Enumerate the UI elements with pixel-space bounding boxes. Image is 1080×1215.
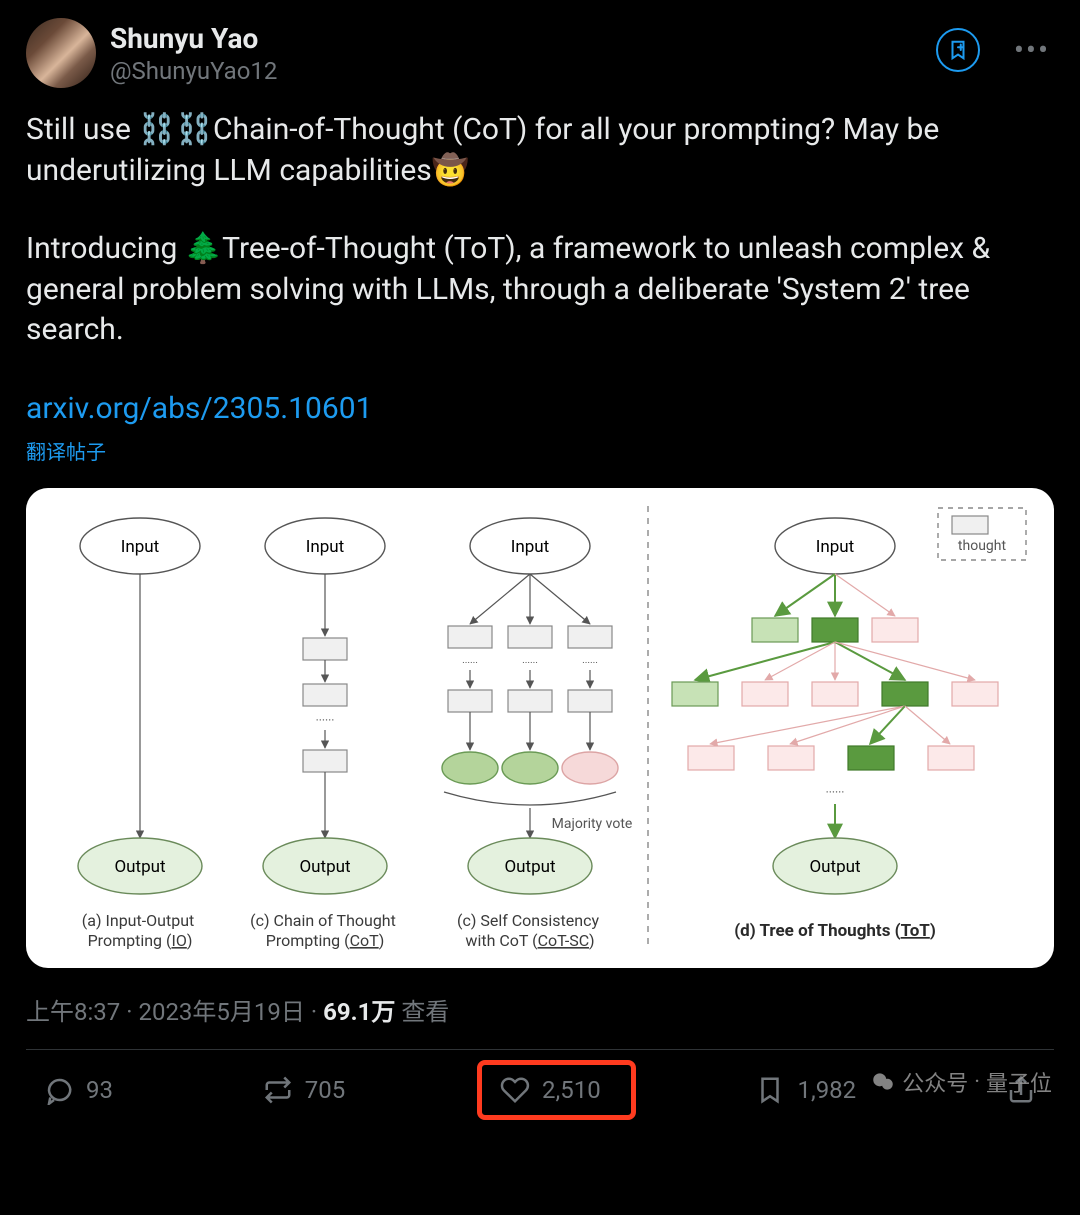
svg-text:(c) Chain of Thought: (c) Chain of Thought Prompting (CoT) xyxy=(250,911,400,950)
svg-text:Input: Input xyxy=(816,537,855,557)
like-button[interactable]: 2,510 xyxy=(477,1060,636,1120)
panel-b: Input ······ Output (c) Chain of Thought… xyxy=(250,518,400,950)
bookmark-button[interactable]: 1,982 xyxy=(755,1075,856,1105)
tweet-time[interactable]: 上午8:37 xyxy=(26,998,120,1026)
svg-text:Input: Input xyxy=(121,537,160,557)
tweet-para-2: Introducing 🌲Tree-of-Thought (ToT), a fr… xyxy=(26,229,1054,351)
reply-count: 93 xyxy=(86,1076,113,1104)
svg-text:(c) Self Consistency: (c) Self Consistency with CoT (CoT-SC) xyxy=(457,911,603,950)
tweet-date[interactable]: 2023年5月19日 xyxy=(138,998,304,1026)
tweet-meta: 上午8:37 · 2023年5月19日 · 69.1万 查看 xyxy=(26,992,1054,1027)
bookmark-add-icon xyxy=(947,39,969,61)
diagram-svg: thought Input Output (a) Input-Output Pr… xyxy=(26,488,1054,968)
svg-text:······: ······ xyxy=(462,658,478,669)
tweet-container: Shunyu Yao @ShunyuYao12 ••• Still use ⛓️… xyxy=(0,0,1080,1128)
more-button[interactable]: ••• xyxy=(1010,28,1054,72)
tweet-image[interactable]: thought Input Output (a) Input-Output Pr… xyxy=(26,488,1054,968)
panel-d: Input xyxy=(672,518,998,941)
svg-text:(a) Input-Output Pro: (a) Input-Output Prompting (IO) xyxy=(82,911,198,950)
user-handle: @ShunyuYao12 xyxy=(110,57,277,85)
user-block[interactable]: Shunyu Yao @ShunyuYao12 xyxy=(110,22,277,85)
svg-text:Output: Output xyxy=(809,857,860,877)
svg-text:······: ······ xyxy=(582,658,598,669)
svg-text:······: ······ xyxy=(522,658,538,669)
retweet-icon xyxy=(263,1075,293,1105)
top-actions: ••• xyxy=(936,28,1054,72)
svg-text:Output: Output xyxy=(114,857,165,877)
reply-button[interactable]: 93 xyxy=(44,1075,113,1105)
svg-text:Output: Output xyxy=(504,857,555,877)
legend-label: thought xyxy=(958,538,1007,554)
save-tweet-button[interactable] xyxy=(936,28,980,72)
retweet-count: 705 xyxy=(305,1076,345,1104)
heart-icon xyxy=(500,1075,530,1105)
svg-text:······: ······ xyxy=(826,785,845,799)
svg-text:Output: Output xyxy=(299,857,350,877)
svg-text:Input: Input xyxy=(511,537,550,557)
tweet-para-1: Still use ⛓️⛓️Chain-of-Thought (CoT) for… xyxy=(26,110,1054,191)
retweet-button[interactable]: 705 xyxy=(263,1075,345,1105)
tweet-header: Shunyu Yao @ShunyuYao12 xyxy=(26,18,1054,88)
tweet-link[interactable]: arxiv.org/abs/2305.10601 xyxy=(26,389,1054,430)
svg-text:······: ······ xyxy=(316,713,335,727)
watermark: 公众号 · 量子位 xyxy=(870,1066,1052,1098)
wechat-icon xyxy=(870,1069,896,1095)
like-count: 2,510 xyxy=(542,1076,601,1104)
panel-a: Input Output (a) Input-Output Prompting … xyxy=(78,518,202,950)
bookmark-count: 1,982 xyxy=(797,1076,856,1104)
tweet-text: Still use ⛓️⛓️Chain-of-Thought (CoT) for… xyxy=(26,110,1054,466)
views-count: 69.1万 xyxy=(323,998,395,1026)
panel-c: Input ······ ······ ······ xyxy=(442,518,632,950)
views-label: 查看 xyxy=(401,998,449,1026)
svg-text:Input: Input xyxy=(306,537,345,557)
bookmark-icon xyxy=(755,1075,785,1105)
more-icon: ••• xyxy=(1014,33,1050,68)
svg-text:(d) Tree of Thoughts (ToT): (d) Tree of Thoughts (ToT) xyxy=(734,921,936,941)
reply-icon xyxy=(44,1075,74,1105)
svg-text:Majority vote: Majority vote xyxy=(552,816,633,832)
display-name: Shunyu Yao xyxy=(110,22,277,55)
translate-link[interactable]: 翻译帖子 xyxy=(26,439,1054,466)
avatar[interactable] xyxy=(26,18,96,88)
